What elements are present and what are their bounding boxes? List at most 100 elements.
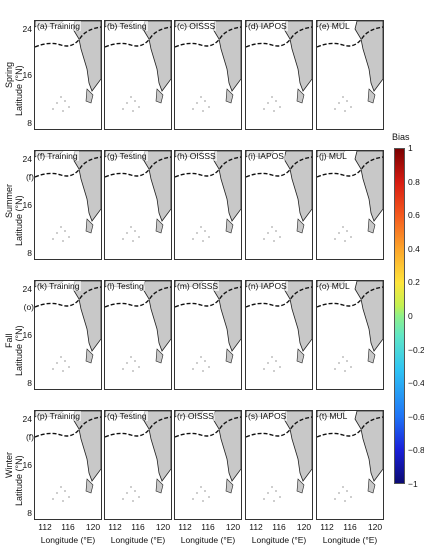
- y-tick: 24: [22, 154, 32, 164]
- panel-label: (k) Training: [36, 281, 81, 291]
- colorbar-title: Bias: [392, 132, 410, 142]
- map-panel: (p) Training: [34, 410, 102, 520]
- map-panel: (f) Training: [34, 150, 102, 260]
- panel-label: (i) IAPOS: [247, 151, 285, 161]
- x-tick: 116: [201, 522, 215, 532]
- map-panel: (n) IAPOS: [245, 280, 313, 390]
- y-tick: 16: [22, 330, 32, 340]
- colorbar-tick: 0: [408, 311, 413, 321]
- panel-label: (h) OISSS: [176, 151, 217, 161]
- map-panel: (r) OISSS: [174, 410, 242, 520]
- panel-label: (g) Testing: [106, 151, 148, 161]
- map-svg: [246, 411, 312, 502]
- y-tick: 16: [22, 200, 32, 210]
- season-label: Fall: [4, 333, 14, 348]
- season-label: Winter: [4, 451, 14, 478]
- colorbar-tick: −1: [408, 479, 418, 489]
- y-tick: 16: [22, 70, 32, 80]
- map-svg: [35, 411, 101, 502]
- panel-label: (m) OISSS: [176, 281, 220, 291]
- y-tick: 8: [27, 248, 32, 258]
- colorbar: [394, 148, 405, 484]
- map-panel: (a) Training: [34, 20, 102, 130]
- panel-label: (s) IAPOS: [247, 411, 288, 421]
- colorbar-tick: 1: [408, 143, 413, 153]
- x-axis-label: Longitude (°E): [322, 535, 378, 545]
- y-tick: 24: [22, 284, 32, 294]
- map-panel: (o) MUL: [316, 280, 384, 390]
- colorbar-tick: −0.2: [408, 344, 424, 355]
- y-tick: 24: [22, 414, 32, 424]
- season-label: Summer: [4, 183, 14, 218]
- map-svg: [175, 411, 241, 502]
- panel-label: (d) IAPOS: [247, 21, 288, 31]
- map-svg: [105, 411, 171, 502]
- colorbar-tick: 0.4: [408, 243, 420, 254]
- map-panel: (k) Training: [34, 280, 102, 390]
- x-tick: 112: [108, 522, 122, 532]
- panel-label: (e) MUL: [318, 21, 351, 31]
- x-tick: 112: [38, 522, 52, 532]
- panel-label: (f) Training: [36, 151, 79, 161]
- x-tick: 112: [178, 522, 192, 532]
- x-axis-label: Longitude (°E): [251, 535, 307, 545]
- panel-ghost-label: (f): [25, 432, 34, 442]
- y-tick: 16: [22, 460, 32, 470]
- map-svg: [317, 151, 383, 242]
- map-svg: [175, 281, 241, 372]
- map-svg: [105, 281, 171, 372]
- map-panel: (q) Testing: [104, 410, 172, 520]
- map-panel: (b) Testing: [104, 20, 172, 130]
- map-svg: [105, 151, 171, 242]
- map-panel: (e) MUL: [316, 20, 384, 130]
- map-svg: [246, 151, 312, 242]
- y-tick: 8: [27, 508, 32, 518]
- map-svg: [317, 21, 383, 112]
- x-tick: 120: [155, 522, 171, 532]
- x-axis-label: Longitude (°E): [110, 535, 166, 545]
- map-svg: [175, 151, 241, 242]
- map-svg: [175, 21, 241, 112]
- map-panel: (i) IAPOS: [245, 150, 313, 260]
- map-panel: (s) IAPOS: [245, 410, 313, 520]
- panel-label: (b) Testing: [106, 21, 148, 31]
- colorbar-tick: 0.8: [408, 176, 420, 187]
- map-svg: [246, 281, 312, 372]
- panel-label: (c) OISSS: [176, 21, 217, 31]
- panel-label: (j) MUL: [318, 151, 348, 161]
- panel-label: (l) Testing: [106, 281, 145, 291]
- map-panel: (j) MUL: [316, 150, 384, 260]
- colorbar-tick: −0.4: [408, 378, 424, 389]
- map-panel: (t) MUL: [316, 410, 384, 520]
- x-tick: 116: [343, 522, 357, 532]
- panel-ghost-label: (f): [25, 172, 34, 182]
- colorbar-tick: 0.2: [408, 277, 420, 288]
- panel-label: (r) OISSS: [176, 411, 215, 421]
- map-panel: (m) OISSS: [174, 280, 242, 390]
- map-svg: [317, 281, 383, 372]
- map-panel: (l) Testing: [104, 280, 172, 390]
- colorbar-tick: 0.6: [408, 210, 420, 221]
- map-svg: [35, 281, 101, 372]
- x-axis-label: Longitude (°E): [180, 535, 236, 545]
- y-tick: 8: [27, 118, 32, 128]
- panel-ghost-label: (o): [23, 302, 34, 312]
- map-panel: (h) OISSS: [174, 150, 242, 260]
- x-tick: 112: [320, 522, 334, 532]
- map-svg: [35, 151, 101, 242]
- x-axis-label: Longitude (°E): [40, 535, 96, 545]
- x-tick: 112: [249, 522, 263, 532]
- x-tick: 120: [296, 522, 312, 532]
- x-tick: 116: [131, 522, 145, 532]
- x-tick: 120: [367, 522, 383, 532]
- map-svg: [246, 21, 312, 112]
- map-panel: (g) Testing: [104, 150, 172, 260]
- map-panel: (d) IAPOS: [245, 20, 313, 130]
- y-tick: 24: [22, 24, 32, 34]
- panel-label: (a) Training: [36, 21, 81, 31]
- map-panel: (c) OISSS: [174, 20, 242, 130]
- x-tick: 120: [225, 522, 241, 532]
- panel-label: (o) MUL: [318, 281, 351, 291]
- panel-label: (p) Training: [36, 411, 81, 421]
